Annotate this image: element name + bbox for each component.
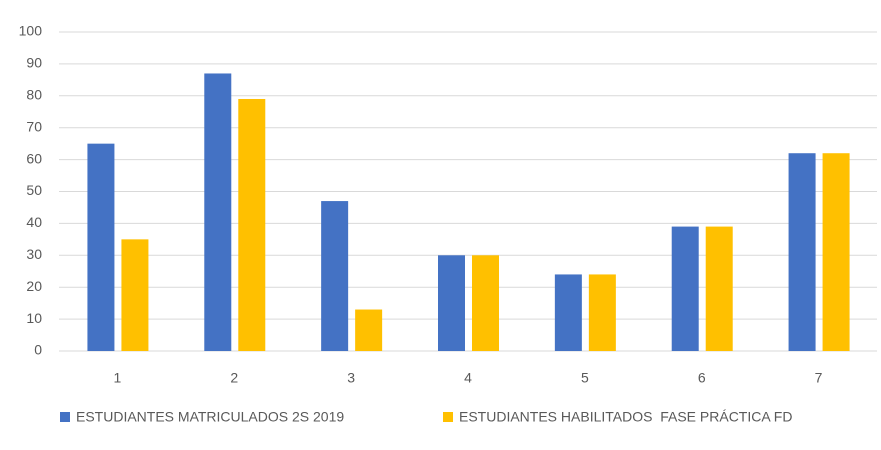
legend-swatch <box>60 412 70 422</box>
x-tick-label: 3 <box>347 370 355 386</box>
bar <box>554 274 582 351</box>
x-tick-label: 4 <box>464 370 472 386</box>
y-tick-label: 80 <box>26 87 42 103</box>
bar <box>321 201 349 351</box>
y-tick-label: 50 <box>26 182 42 198</box>
x-tick-label: 6 <box>698 370 706 386</box>
x-tick-label: 2 <box>230 370 238 386</box>
y-tick-label: 60 <box>26 150 42 166</box>
bar <box>671 226 699 351</box>
bar <box>438 255 465 351</box>
bar <box>204 73 232 351</box>
y-tick-label: 10 <box>26 310 42 326</box>
legend-label: ESTUDIANTES MATRICULADOS 2S 2019 <box>76 409 344 425</box>
bar <box>87 143 115 351</box>
bar <box>121 239 149 351</box>
bar <box>355 309 383 351</box>
y-tick-label: 90 <box>26 55 42 71</box>
bar <box>238 98 266 352</box>
bar <box>705 226 733 351</box>
bar <box>788 153 816 351</box>
y-tick-label: 30 <box>26 246 42 262</box>
y-tick-label: 40 <box>26 214 42 230</box>
y-tick-label: 20 <box>26 278 42 294</box>
y-tick-label: 70 <box>26 118 42 134</box>
bar <box>822 153 850 351</box>
legend-label: ESTUDIANTES HABILITADOS FASE PRÁCTICA FD <box>459 409 792 425</box>
bar <box>472 255 499 351</box>
x-tick-label: 7 <box>815 370 823 386</box>
bar <box>588 274 616 351</box>
y-tick-label: 0 <box>34 342 42 358</box>
x-tick-label: 5 <box>581 370 589 386</box>
legend-swatch <box>443 412 453 422</box>
x-tick-label: 1 <box>114 370 122 386</box>
y-tick-label: 100 <box>19 23 43 39</box>
